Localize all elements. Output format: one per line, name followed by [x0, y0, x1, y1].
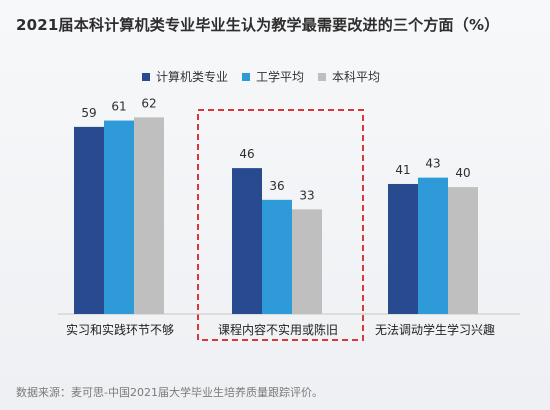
legend-label-0: 计算机类专业 [156, 70, 229, 84]
value-label-2-0: 41 [395, 163, 410, 177]
source-note: 数据来源：麦可思-中国2021届大学毕业生培养质量跟踪评价。 [16, 386, 323, 399]
value-label-1-2: 33 [299, 188, 314, 202]
value-label-0-2: 62 [141, 96, 156, 110]
category-label-0: 实习和实践环节不够 [66, 322, 174, 337]
category-label-1: 课程内容不实用或陈旧 [218, 322, 338, 337]
category-label-2: 无法调动学生学习兴趣 [375, 322, 495, 337]
legend-item-2: 本科平均 [318, 68, 380, 85]
bar-1-1 [262, 199, 292, 314]
chart-title: 2021届本科计算机类专业毕业生认为教学最需要改进的三个方面（%） [16, 16, 500, 34]
value-label-1-0: 46 [239, 147, 254, 161]
legend-swatch-0 [142, 72, 150, 81]
highlight-box [197, 109, 364, 341]
value-label-0-1: 61 [111, 100, 126, 114]
value-label-2-2: 40 [455, 166, 470, 180]
legend-swatch-1 [242, 72, 251, 81]
value-label-1-1: 36 [269, 179, 284, 193]
bar-0-2 [134, 117, 164, 314]
chart-legend: 计算机类专业 工学平均 本科平均 [142, 68, 380, 85]
legend-item-0: 计算机类专业 [142, 68, 228, 85]
value-label-2-1: 43 [425, 157, 440, 171]
bar-2-1 [418, 177, 448, 314]
bar-2-2 [448, 187, 478, 314]
bar-0-1 [104, 120, 134, 315]
legend-label-2: 本科平均 [332, 70, 381, 84]
value-label-0-0: 59 [81, 106, 96, 120]
bar-1-2 [292, 209, 322, 314]
legend-swatch-2 [318, 72, 327, 81]
legend-label-1: 工学平均 [256, 70, 305, 84]
bar-1-0 [232, 168, 262, 314]
bar-2-0 [388, 183, 418, 314]
bar-0-0 [74, 126, 104, 314]
legend-item-1: 工学平均 [242, 68, 304, 85]
